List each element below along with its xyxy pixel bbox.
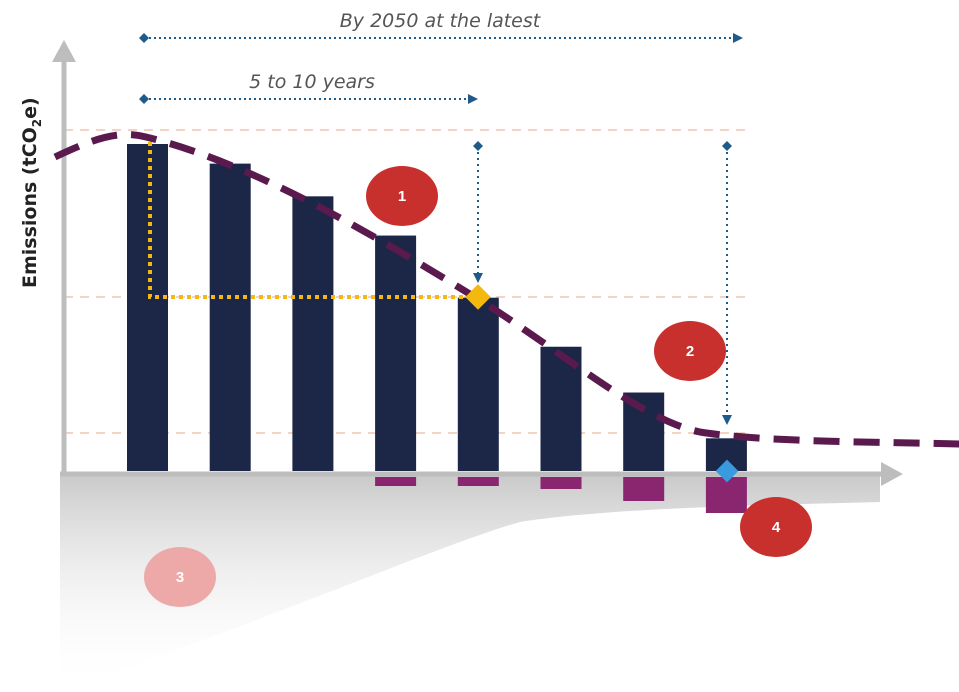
removal-bar-1 [375, 477, 417, 486]
badge-4-label: 4 [772, 519, 781, 536]
removal-bar-2 [457, 477, 499, 486]
removal-bar-3 [540, 477, 582, 489]
net-zero-marker [715, 459, 739, 483]
badge-1: 1 [366, 166, 438, 226]
badge-4: 4 [740, 497, 812, 557]
carbon-sink-area [60, 474, 880, 692]
emission-bar-1 [127, 144, 168, 471]
badge-3: 3 [144, 547, 216, 607]
y-axis-label-main: Emissions (tCO [19, 127, 41, 288]
x-axis-arrowhead [881, 462, 903, 486]
long-term-label: By 2050 at the latest [340, 10, 542, 32]
badge-3-circle [144, 547, 216, 607]
emission-bar-5 [457, 297, 499, 471]
reduction-bracket [148, 142, 478, 299]
emission-bar-3 [292, 196, 334, 471]
y-axis-label: Emissions (tCO2e) [19, 97, 44, 288]
emission-bar-2 [209, 163, 251, 471]
y-axis-label-end: e) [19, 97, 41, 119]
removal-bar-4 [623, 477, 665, 501]
y-axis-arrowhead [52, 40, 76, 62]
badge-2-label: 2 [686, 343, 694, 360]
removal-bar-5 [705, 477, 747, 513]
badge-1-circle [366, 166, 438, 226]
badge-2: 2 [654, 321, 726, 381]
short-term-label: 5 to 10 years [249, 71, 375, 93]
badge-4-circle [740, 497, 812, 557]
trajectory-curve [53, 131, 959, 448]
badge-2-circle [654, 321, 726, 381]
y-axis-label-subscript: 2 [30, 119, 44, 127]
badge-1-label: 1 [398, 188, 406, 205]
removal-bars [375, 477, 747, 513]
emission-bar-4 [375, 235, 417, 471]
axes [52, 40, 903, 486]
interim-target-marker [465, 284, 491, 310]
badge-3-label: 3 [176, 569, 184, 586]
